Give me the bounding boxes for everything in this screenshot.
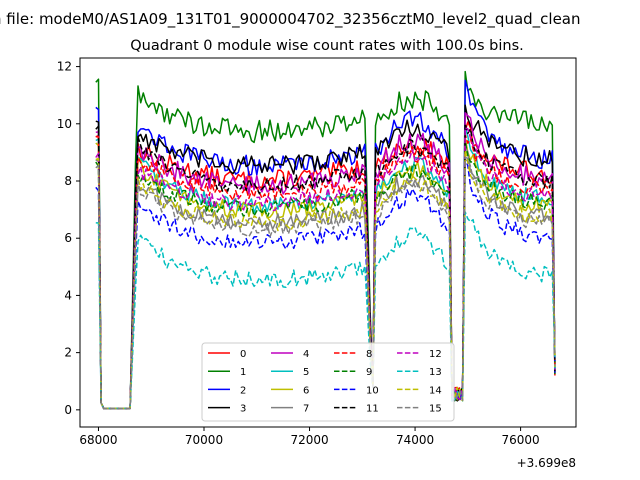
series-line-13: [95, 211, 556, 410]
legend-label-7: 7: [303, 404, 309, 415]
chart-title: Quadrant 0 module wise count rates with …: [130, 38, 524, 54]
legend-box: [201, 342, 455, 422]
y-tick-label: 4: [64, 288, 72, 302]
series-line-7: [95, 146, 556, 410]
series-line-11: [95, 122, 556, 410]
series-line-9: [95, 140, 556, 410]
legend-label-10: 10: [366, 385, 379, 396]
legend-label-3: 3: [240, 404, 246, 415]
legend-label-12: 12: [429, 349, 442, 360]
figure-suptitle: n file: modeM0/AS1A09_131T01_9000004702_…: [0, 10, 581, 29]
series-line-15: [95, 156, 556, 410]
y-tick-label: 6: [64, 231, 72, 245]
series-line-3: [95, 104, 556, 410]
series-line-10: [95, 158, 556, 410]
y-tick-label: 10: [57, 117, 72, 131]
legend-label-0: 0: [240, 349, 246, 360]
x-tick-label: 76000: [502, 433, 540, 447]
series-line-1: [95, 70, 556, 410]
legend-label-11: 11: [366, 404, 379, 415]
legend-label-13: 13: [429, 367, 442, 378]
y-tick-label: 0: [64, 403, 72, 417]
plot-lines: [95, 70, 556, 410]
y-axis: 0 2 4 6 8 10 12: [57, 60, 80, 417]
series-line-4: [95, 112, 556, 410]
x-tick-label: 68000: [79, 433, 117, 447]
x-tick-label: 72000: [290, 433, 328, 447]
legend-label-14: 14: [429, 385, 442, 396]
legend-label-4: 4: [303, 349, 309, 360]
y-tick-label: 2: [64, 346, 72, 360]
x-tick-label: 70000: [185, 433, 223, 447]
legend-label-15: 15: [429, 404, 442, 415]
x-tick-label: 74000: [396, 433, 434, 447]
legend-label-9: 9: [366, 367, 372, 378]
x-offset-label: +3.699e8: [517, 456, 576, 470]
x-axis: 68000 70000 72000 74000 76000: [79, 427, 540, 447]
legend-label-8: 8: [366, 349, 372, 360]
y-tick-label: 12: [57, 60, 72, 74]
axes-frame: [79, 57, 577, 428]
legend-label-1: 1: [240, 367, 246, 378]
legend-label-5: 5: [303, 367, 309, 378]
series-line-12: [95, 127, 556, 410]
y-tick-label: 8: [64, 174, 72, 188]
legend-label-6: 6: [303, 385, 309, 396]
legend-label-2: 2: [240, 385, 246, 396]
series-line-2: [95, 79, 556, 410]
